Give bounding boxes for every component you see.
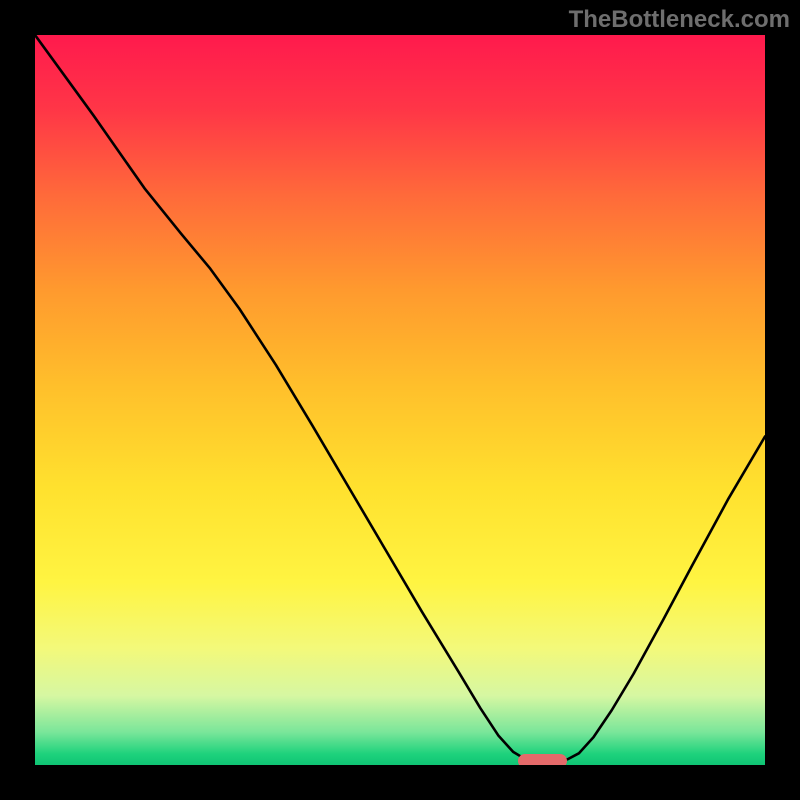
optimum-marker bbox=[518, 754, 568, 765]
watermark-text: TheBottleneck.com bbox=[569, 6, 790, 34]
bottleneck-curve bbox=[35, 35, 765, 765]
plot-area bbox=[35, 35, 765, 765]
curve-path bbox=[35, 35, 765, 761]
chart-frame: TheBottleneck.com bbox=[0, 0, 800, 800]
